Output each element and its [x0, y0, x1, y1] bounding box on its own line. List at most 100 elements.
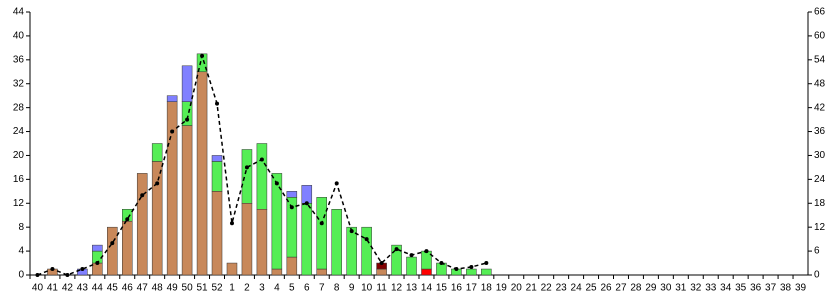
x-tick-label: 2 — [244, 283, 250, 294]
bar-segment — [301, 185, 313, 204]
y2-tick-label: 0 — [814, 270, 820, 281]
x-tick-label: 6 — [304, 283, 310, 294]
bar-segment — [166, 101, 178, 276]
line-marker — [409, 253, 414, 258]
line-marker — [379, 261, 384, 266]
x-tick-label: 16 — [451, 283, 463, 294]
line-marker — [185, 117, 190, 122]
bar-segment — [361, 226, 372, 276]
y-tick-label: 40 — [13, 31, 25, 42]
y2-tick-label: 36 — [814, 126, 826, 137]
y-tick-label: 20 — [13, 150, 25, 161]
y2-tick-label: 18 — [814, 198, 826, 209]
x-tick-label: 32 — [690, 283, 702, 294]
line-marker — [319, 221, 324, 226]
x-tick-label: 37 — [765, 283, 777, 294]
x-tick-label: 11 — [376, 283, 387, 294]
bar-segment — [421, 250, 432, 270]
x-tick-label: 45 — [107, 283, 119, 294]
x-tick-label: 49 — [167, 283, 179, 294]
x-tick-label: 8 — [334, 283, 340, 294]
x-tick-label: 29 — [645, 283, 657, 294]
x-tick-label: 40 — [32, 283, 44, 294]
x-tick-label: 3 — [259, 283, 265, 294]
bar-segment — [211, 191, 223, 276]
y-tick-label: 32 — [13, 78, 25, 89]
x-tick-label: 24 — [571, 283, 583, 294]
x-tick-label: 13 — [406, 283, 418, 294]
line-marker — [259, 157, 264, 162]
x-tick-label: 1 — [229, 283, 235, 294]
bar-segment — [122, 220, 133, 276]
x-tick-label: 50 — [182, 283, 194, 294]
x-tick-label: 5 — [289, 283, 295, 294]
line-marker — [394, 247, 399, 252]
bar-segment — [151, 161, 163, 276]
bar-segment — [346, 226, 357, 276]
line-marker — [229, 221, 234, 226]
x-tick-label: 33 — [705, 283, 717, 294]
line-marker — [334, 181, 339, 186]
bar-segment — [466, 268, 477, 276]
y-tick-label: 0 — [18, 270, 24, 281]
line-marker — [110, 241, 115, 246]
bar-segment — [286, 191, 298, 198]
bar-segment — [107, 226, 118, 276]
bar-segment — [406, 256, 417, 276]
y-tick-label: 16 — [13, 174, 25, 185]
line-marker — [364, 237, 369, 242]
line-marker — [65, 273, 70, 277]
line-marker — [170, 129, 175, 134]
bar-segment — [226, 262, 238, 276]
bar-segment — [196, 71, 208, 276]
line-marker — [244, 165, 249, 170]
bar-segment — [181, 125, 193, 276]
line-marker — [439, 261, 444, 266]
line-marker — [80, 267, 85, 272]
x-tick-label: 7 — [319, 283, 325, 294]
y-tick-label: 44 — [13, 7, 25, 18]
x-tick-label: 12 — [391, 283, 403, 294]
x-tick-label: 39 — [795, 283, 807, 294]
y-tick-label: 12 — [13, 198, 25, 209]
y2-tick-label: 66 — [814, 7, 826, 18]
bar-segment — [256, 143, 268, 210]
bar-segment — [271, 173, 283, 270]
x-tick-label: 42 — [62, 283, 74, 294]
x-tick-label: 38 — [780, 283, 792, 294]
y2-tick-label: 30 — [814, 150, 826, 161]
line-marker — [35, 273, 40, 277]
x-tick-label: 30 — [660, 283, 672, 294]
bar-segment — [241, 203, 253, 276]
bar-segment — [286, 256, 298, 276]
line-marker — [140, 193, 145, 198]
x-tick-label: 27 — [615, 283, 627, 294]
y-tick-label: 36 — [13, 54, 25, 65]
bar-segment — [421, 268, 432, 276]
y-tick-label: 8 — [18, 222, 24, 233]
x-tick-label: 14 — [421, 283, 433, 294]
bar-segment — [256, 209, 268, 276]
bar-segment — [166, 95, 178, 102]
x-tick-label: 25 — [585, 283, 597, 294]
x-tick-label: 17 — [466, 283, 478, 294]
x-tick-label: 47 — [137, 283, 149, 294]
line-marker — [304, 201, 309, 206]
y2-tick-label: 12 — [814, 222, 826, 233]
line-marker — [484, 261, 489, 266]
x-tick-label: 31 — [675, 283, 687, 294]
bar-segment — [181, 65, 193, 102]
bar-segment — [271, 268, 283, 276]
bar-segment — [211, 155, 223, 162]
bar-segment — [92, 244, 103, 252]
y2-tick-label: 6 — [814, 246, 820, 257]
line-marker — [469, 265, 474, 270]
x-tick-label: 10 — [361, 283, 373, 294]
bar-segment — [481, 268, 492, 276]
y2-tick-label: 24 — [814, 174, 826, 185]
bar-segment — [301, 203, 313, 276]
bar-segment — [316, 197, 327, 270]
y2-tick-label: 48 — [814, 78, 826, 89]
x-tick-label: 20 — [511, 283, 523, 294]
x-tick-label: 15 — [436, 283, 448, 294]
